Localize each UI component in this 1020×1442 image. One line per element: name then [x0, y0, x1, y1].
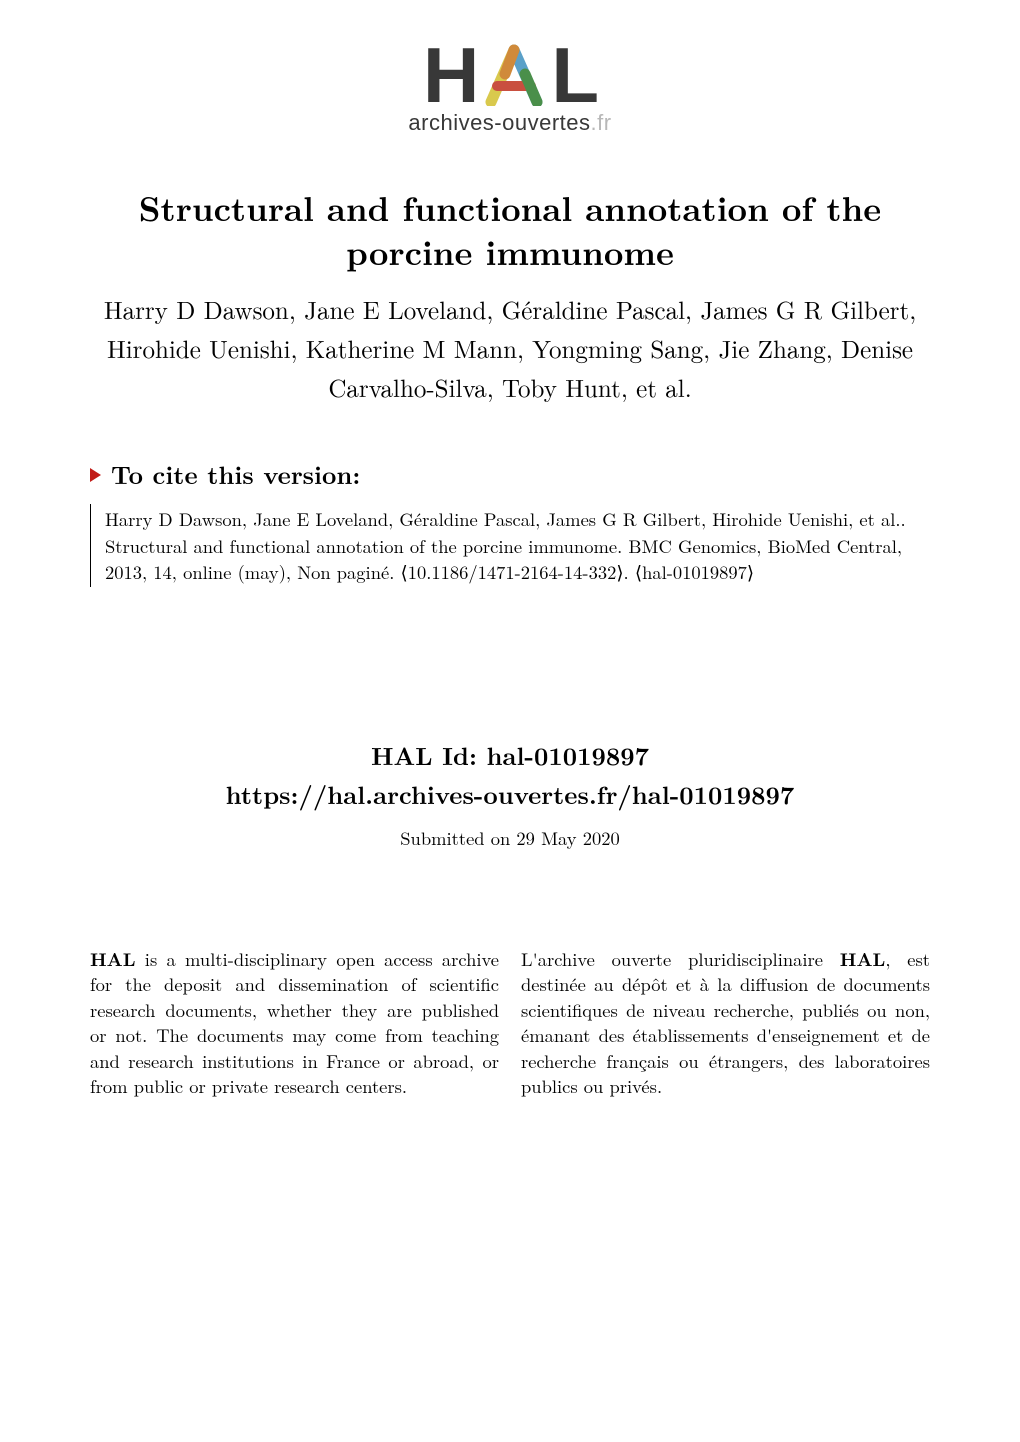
column-left: HAL is a multi-disciplinary open access … — [90, 947, 499, 1100]
triangle-icon — [90, 468, 101, 482]
authors-list: Harry D Dawson, Jane E Loveland, Géraldi… — [90, 291, 930, 407]
logo-container: H L archives-ouv — [90, 44, 930, 136]
col-left-text: is a multi-disciplinary open access arch… — [90, 946, 499, 1100]
logo-letter-h: H — [423, 45, 477, 106]
hal-logo-letters: H L — [423, 44, 597, 106]
logo-letter-l: L — [551, 45, 597, 106]
logo-subtitle: archives-ouvertes.fr — [408, 110, 611, 136]
description-columns: HAL is a multi-disciplinary open access … — [90, 947, 930, 1100]
hal-url[interactable]: https://hal.archives-ouvertes.fr/hal-010… — [90, 776, 930, 815]
column-right: L'archive ouverte pluridisciplinaire HAL… — [521, 947, 930, 1100]
col-left-bold: HAL — [90, 946, 136, 972]
hal-logo: H L archives-ouv — [408, 44, 611, 136]
hal-id-block: HAL Id: hal-01019897 https://hal.archive… — [90, 737, 930, 815]
logo-letter-a-icon — [481, 44, 547, 106]
citation-text: Harry D Dawson, Jane E Loveland, Géraldi… — [90, 504, 930, 587]
hal-id: HAL Id: hal-01019897 — [90, 737, 930, 776]
col-right-pre: L'archive ouverte pluridisciplinaire — [521, 946, 840, 972]
logo-subtitle-suffix: .fr — [591, 110, 612, 135]
logo-subtitle-main: archives-ouvertes — [408, 110, 590, 135]
cite-heading-row: To cite this version: — [90, 457, 930, 492]
submitted-date: Submitted on 29 May 2020 — [90, 825, 930, 851]
title-block: Structural and functional annotation of … — [90, 186, 930, 273]
page: H L archives-ouv — [0, 0, 1020, 1442]
col-right-bold: HAL — [840, 946, 886, 972]
paper-title: Structural and functional annotation of … — [90, 186, 930, 273]
cite-heading: To cite this version: — [111, 457, 360, 492]
